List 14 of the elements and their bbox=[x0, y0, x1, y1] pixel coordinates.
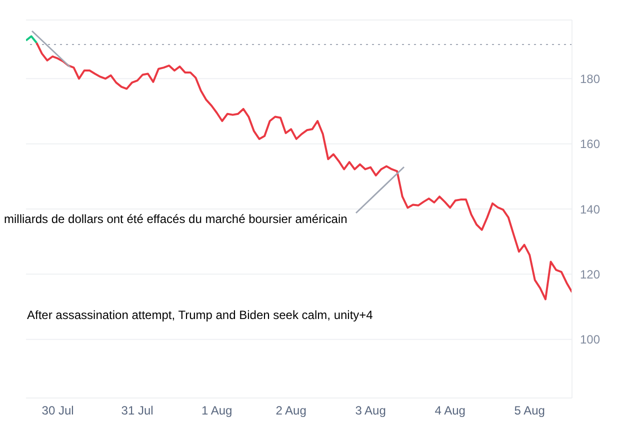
x-tick-label: 31 Jul bbox=[121, 404, 154, 418]
y-tick-label: 120 bbox=[580, 267, 600, 282]
y-tick-label: 140 bbox=[580, 202, 600, 216]
x-tick-label: 5 Aug bbox=[514, 404, 545, 418]
annotation: milliards de dollars ont été effacés du marché boursier américain bbox=[4, 212, 348, 226]
x-tick-label: 1 Aug bbox=[201, 404, 232, 418]
y-tick-label: 100 bbox=[580, 332, 600, 347]
annotation: After assassination attempt, Trump and Biden seek calm, unity+4 bbox=[27, 308, 373, 322]
x-tick-label: 3 Aug bbox=[355, 404, 386, 418]
y-tick-label: 160 bbox=[580, 137, 600, 152]
x-tick-label: 30 Jul bbox=[42, 404, 74, 418]
x-tick-label: 4 Aug bbox=[434, 404, 466, 418]
x-tick-label: 2 Aug bbox=[276, 404, 306, 418]
y-tick-label: 180 bbox=[580, 72, 600, 86]
